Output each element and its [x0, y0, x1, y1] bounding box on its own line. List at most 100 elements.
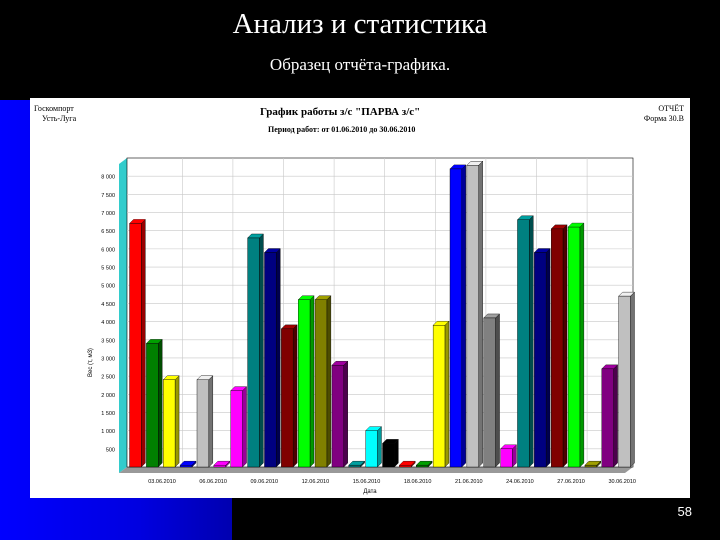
bar-side: [394, 438, 399, 468]
bar-side: [158, 338, 163, 468]
bar-chart: 500 1 000 1 500 2 000 2 500 3 000 3 500 4 000 4 …: [88, 152, 641, 495]
bar-side: [377, 426, 382, 468]
bar: [432, 320, 450, 468]
report-org-line-1: Госкомпорт: [34, 104, 74, 113]
bar-front: [382, 443, 395, 468]
report-form-line-2: Форма 30.В: [643, 114, 684, 123]
bar: [297, 295, 315, 468]
bar: [415, 460, 433, 468]
bar-front: [449, 168, 463, 468]
bar-front: [432, 325, 446, 468]
x-axis-label: Дата: [363, 489, 377, 495]
y-tick-label: 3 000: [101, 356, 115, 362]
bar: [280, 324, 298, 468]
bar-front: [517, 219, 530, 468]
bar-front: [179, 464, 193, 468]
bar-front: [483, 317, 496, 468]
plot-left-wall: [119, 158, 127, 473]
bar: [213, 460, 231, 468]
bar-front: [416, 464, 429, 468]
bar: [196, 375, 214, 468]
y-axis-label: Вес (т, м3): [88, 348, 94, 377]
bar-front: [466, 165, 479, 468]
y-tick-label: 5 500: [101, 266, 115, 272]
bar-side: [276, 248, 281, 468]
x-tick-label: 12.06.2010: [302, 479, 330, 485]
bar: [331, 360, 349, 468]
slide-subtitle: Образец отчёта-графика.: [269, 55, 451, 74]
bar: [601, 364, 619, 468]
slide-title: Анализ и статистика: [232, 8, 488, 40]
bar-side: [630, 291, 635, 468]
bar: [263, 248, 281, 468]
bar-side: [141, 218, 146, 468]
bar-front: [264, 252, 277, 468]
bar: [516, 215, 534, 468]
bar-side: [478, 160, 483, 468]
bar: [449, 164, 467, 468]
y-tick-label: 6 000: [101, 247, 115, 253]
y-tick-label: 2 500: [101, 375, 115, 381]
bar: [567, 222, 585, 468]
bar-side: [444, 320, 450, 468]
y-tick-label: 5 000: [101, 284, 115, 290]
bar-side: [292, 324, 298, 468]
bar-front: [314, 299, 328, 468]
y-tick-label: 8 000: [101, 175, 115, 181]
bar-front: [247, 237, 260, 468]
bar-side: [174, 375, 180, 468]
y-tick-label: 4 500: [101, 302, 115, 308]
y-tick-label: 1 500: [101, 411, 115, 417]
bar-front: [365, 430, 378, 468]
x-tick-label: 30.06.2010: [608, 479, 636, 485]
bar: [533, 248, 551, 468]
x-tick-label: 27.06.2010: [557, 479, 585, 485]
bar-front: [163, 379, 176, 468]
bar-front: [348, 464, 361, 468]
bar-front: [584, 464, 597, 468]
y-tick-label: 6 500: [101, 229, 115, 235]
bar: [247, 233, 264, 468]
bar: [230, 386, 248, 468]
bar-front: [567, 226, 581, 468]
bar: [550, 224, 568, 468]
bar-front: [196, 379, 210, 468]
y-tick-label: 7 500: [101, 193, 115, 199]
bar-front: [331, 365, 344, 468]
bar-side: [461, 164, 467, 468]
bar-side: [562, 224, 568, 468]
bar-front: [618, 295, 631, 468]
bar: [483, 313, 501, 468]
y-tick-label: 4 000: [101, 320, 115, 326]
bar-side: [613, 364, 618, 468]
report-panel: Госкомпорт Усть-Луга График работы з/с "…: [30, 98, 690, 498]
bar-front: [399, 464, 412, 468]
x-tick-label: 15.06.2010: [353, 479, 381, 485]
bar: [500, 444, 517, 468]
bar-side: [242, 386, 247, 468]
bar-side: [208, 375, 214, 468]
bar-side: [495, 313, 500, 468]
bar-front: [146, 343, 159, 468]
x-tick-label: 06.06.2010: [199, 479, 227, 485]
bar-front: [534, 252, 547, 468]
bar-front: [230, 390, 243, 468]
bar: [466, 160, 484, 468]
bar-side: [579, 222, 585, 468]
bar: [398, 460, 416, 468]
bar: [129, 218, 146, 468]
y-tick-label: 1 000: [101, 429, 115, 435]
bar-front: [500, 448, 513, 468]
bar: [145, 338, 163, 468]
report-left-header: Госкомпорт Усть-Луга: [34, 104, 76, 124]
bar: [618, 291, 635, 468]
bar-side: [545, 248, 551, 468]
x-tick-label: 03.06.2010: [148, 479, 176, 485]
report-period: Период работ: от 01.06.2010 до 30.06.201…: [268, 125, 416, 134]
bar-front: [129, 223, 142, 468]
bar-side: [529, 215, 534, 468]
plot-floor: [119, 467, 633, 473]
bar: [162, 375, 180, 468]
report-org-line-2: Усть-Луга: [42, 114, 77, 123]
bar-front: [297, 299, 311, 468]
